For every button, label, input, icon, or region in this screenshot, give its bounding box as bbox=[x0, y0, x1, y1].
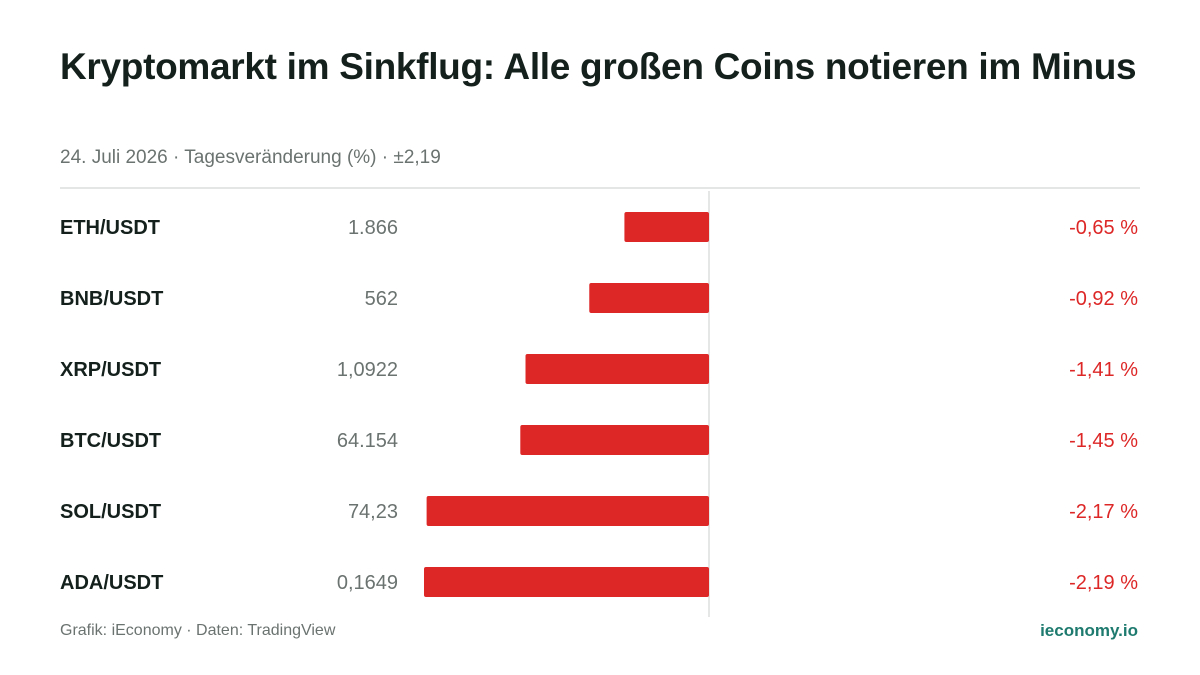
chart-subtitle: 24. Juli 2026 · Tagesveränderung (%) · ±… bbox=[60, 147, 441, 168]
value-label: -0,65 % bbox=[1069, 217, 1138, 239]
value-label: -0,92 % bbox=[1069, 288, 1138, 310]
value-label: -1,45 % bbox=[1069, 430, 1138, 452]
price-label: 64.154 bbox=[337, 430, 398, 452]
category-label: XRP/USDT bbox=[60, 359, 161, 381]
bar-eth-usdt bbox=[624, 212, 709, 242]
value-label: -2,19 % bbox=[1069, 572, 1138, 594]
bar-xrp-usdt bbox=[525, 354, 709, 384]
chart-title: Kryptomarkt im Sinkflug: Alle großen Coi… bbox=[60, 46, 1137, 87]
brand-link[interactable]: ieconomy.io bbox=[1040, 621, 1138, 640]
category-label: BTC/USDT bbox=[60, 430, 161, 452]
bar-btc-usdt bbox=[520, 425, 709, 455]
category-label: BNB/USDT bbox=[60, 288, 163, 310]
price-label: 74,23 bbox=[348, 501, 398, 523]
header-divider bbox=[60, 187, 1140, 189]
bar-sol-usdt bbox=[426, 496, 709, 526]
value-label: -1,41 % bbox=[1069, 359, 1138, 381]
category-label: ADA/USDT bbox=[60, 572, 163, 594]
category-label: SOL/USDT bbox=[60, 501, 161, 523]
price-label: 562 bbox=[365, 288, 398, 310]
price-label: 0,1649 bbox=[337, 572, 398, 594]
bar-bnb-usdt bbox=[589, 283, 709, 313]
price-label: 1.866 bbox=[348, 217, 398, 239]
category-label: ETH/USDT bbox=[60, 217, 160, 239]
source-credit: Grafik: iEconomy · Daten: TradingView bbox=[60, 622, 336, 639]
bar-ada-usdt bbox=[424, 567, 709, 597]
price-label: 1,0922 bbox=[337, 359, 398, 381]
value-label: -2,17 % bbox=[1069, 501, 1138, 523]
